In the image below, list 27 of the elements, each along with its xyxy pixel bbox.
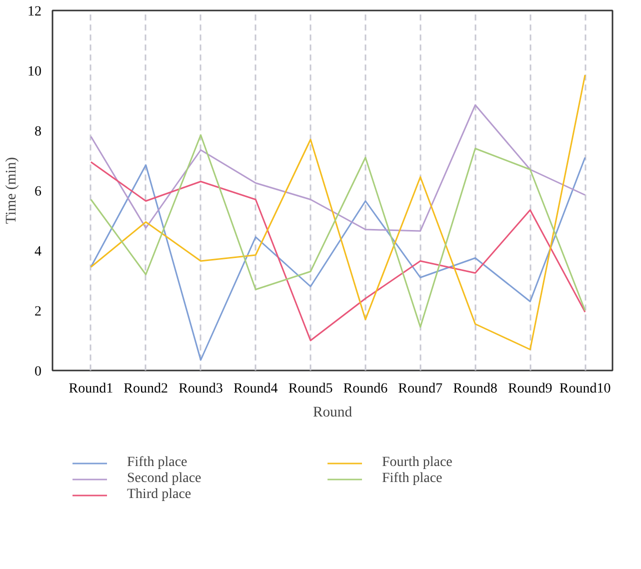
x-tick-label: Round5 [288,382,333,396]
line-series [90,134,586,328]
x-tick-label: Round3 [178,382,223,396]
x-tick-label: Round1 [68,382,114,396]
y-tick-label: 4 [34,244,42,260]
legend-label: Fourth place [382,455,454,471]
x-tick-label: Round10 [559,382,611,396]
line-series [90,74,586,350]
legend-label: Third place [127,487,192,503]
y-tick-label: 6 [34,184,42,200]
legend-label: Second place [127,471,202,487]
x-tick-label: Round2 [124,382,168,396]
legend-label: Fifth place [127,455,188,471]
line-series [90,104,586,232]
y-axis-title: Time (min) [4,157,20,224]
y-tick-label: 10 [28,64,42,80]
y-tick-label: 2 [34,304,42,320]
y-tick-label: 12 [28,4,42,20]
x-tick-label: Round4 [233,382,278,396]
x-tick-label: Round8 [453,382,498,396]
x-tick-label: Round9 [508,382,552,396]
legend-label: Fifth place [382,471,444,487]
y-tick-label: 8 [34,124,42,140]
y-tick-label: 0 [34,364,42,380]
x-tick-label: Round7 [398,382,443,396]
x-tick-label: Round6 [343,382,388,396]
x-axis-title: Round [312,404,353,420]
